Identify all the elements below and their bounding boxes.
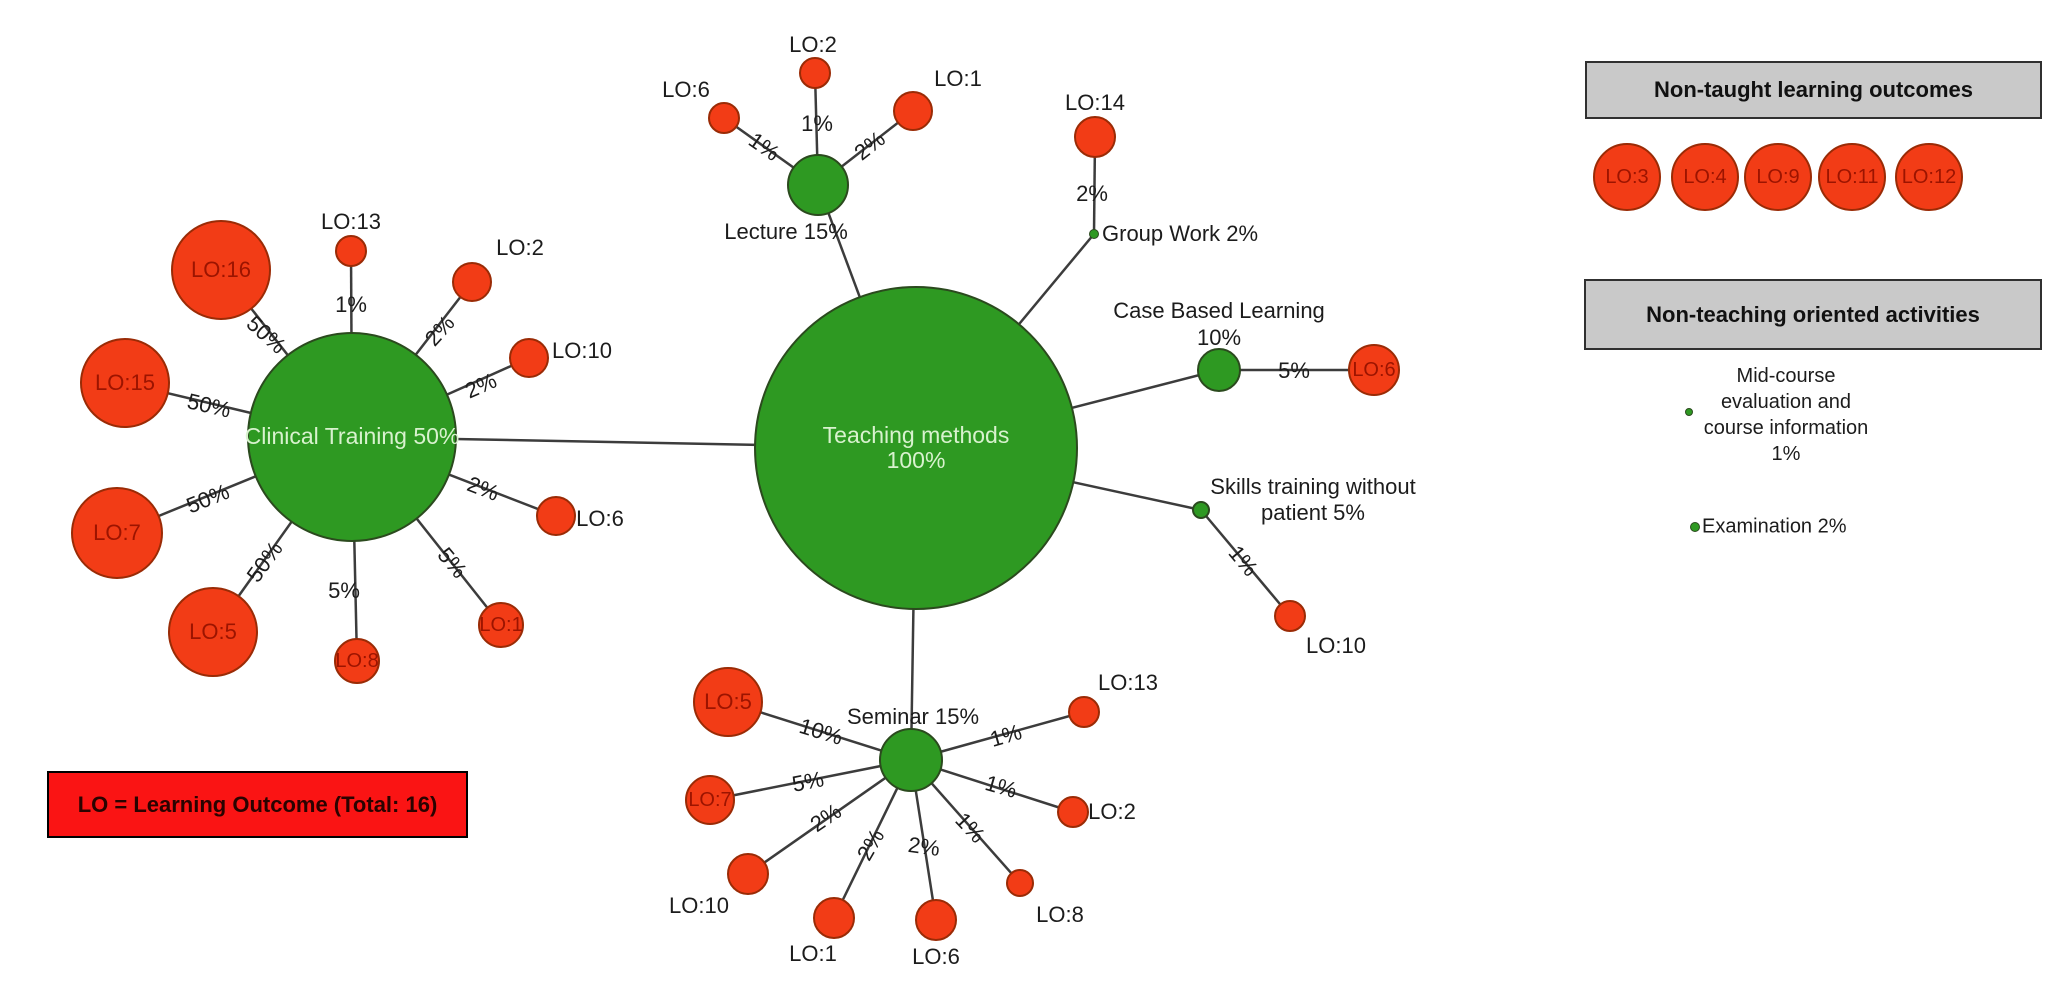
node-label: Teaching methods xyxy=(822,421,1010,448)
node-lo2-clinical xyxy=(452,262,492,302)
node-label: LO:6 xyxy=(1352,359,1396,381)
lo2-clinical-label: LO:2 xyxy=(496,235,544,260)
node-lo7-seminar: LO:7 xyxy=(685,775,735,825)
node-label: 100% xyxy=(886,447,946,473)
edge-label: 2% xyxy=(1076,181,1108,206)
node-clinical-training: Clinical Training 50% xyxy=(244,332,460,542)
lo1-lecture-label: LO:1 xyxy=(934,66,982,91)
lo6-clinical-label: LO:6 xyxy=(576,506,624,531)
seminar-label: Seminar 15% xyxy=(846,704,980,729)
node-seminar xyxy=(879,728,943,792)
node-case-based-learning xyxy=(1197,348,1241,392)
lo10-seminar-label: LO:10 xyxy=(669,893,729,918)
edge-line xyxy=(747,758,912,876)
lo13-clinical-label: LO:13 xyxy=(321,209,381,234)
node-group-work-dot xyxy=(1089,229,1099,239)
lo6-seminar-label: LO:6 xyxy=(912,944,960,969)
examination-label: Examination 2% xyxy=(1702,515,1847,538)
node-examination-dot xyxy=(1690,522,1700,532)
edge-label: 2% xyxy=(906,831,942,862)
node-label: LO:8 xyxy=(335,650,379,672)
node-midcourse-dot xyxy=(1685,408,1693,416)
node-lo2-seminar xyxy=(1057,796,1089,828)
lo-legend-box: LO = Learning Outcome (Total: 16) xyxy=(47,771,468,838)
node-lo3-nontaught: LO:3 xyxy=(1593,143,1661,211)
node-lo14-groupwork xyxy=(1074,116,1116,158)
node-label: LO:7 xyxy=(93,519,141,545)
node-lo10-skills xyxy=(1274,600,1306,632)
node-teaching-methods: Teaching methods 100% xyxy=(754,286,1078,610)
node-lo12-nontaught: LO:12 xyxy=(1895,143,1963,211)
group-work-label: Group Work 2% xyxy=(1102,221,1259,246)
lo2-seminar-label: LO:2 xyxy=(1088,799,1136,824)
node-lo1-clinical: LO:1 xyxy=(478,602,524,648)
skills-title-line2: patient 5% xyxy=(1261,500,1365,525)
node-lo13-clinical xyxy=(335,235,367,267)
node-skills-training-dot xyxy=(1192,501,1210,519)
lecture-label: Lecture 15% xyxy=(724,219,848,244)
edge-line xyxy=(709,758,912,802)
label-line: 1% xyxy=(1771,443,1801,465)
non-teaching-header-box: Non-teaching oriented activities xyxy=(1584,279,2042,350)
node-label: LO:3 xyxy=(1605,166,1649,188)
edge-label: 5% xyxy=(328,578,360,603)
node-lo6-lecture xyxy=(708,102,740,134)
node-lo9-nontaught: LO:9 xyxy=(1744,143,1812,211)
lo14-label: LO:14 xyxy=(1065,90,1125,115)
non-taught-header-box: Non-taught learning outcomes xyxy=(1585,61,2042,119)
node-lo8-clinical: LO:8 xyxy=(334,638,380,684)
case-based-title: Case Based Learning xyxy=(1113,298,1325,323)
node-lo5-seminar: LO:5 xyxy=(693,667,763,737)
label-line: Mid-course xyxy=(1736,365,1836,387)
node-label: LO:4 xyxy=(1683,166,1727,188)
skills-title-line1: Skills training without xyxy=(1210,474,1416,499)
node-label: LO:15 xyxy=(95,369,155,395)
label-line: evaluation and xyxy=(1720,391,1852,413)
node-lo13-seminar xyxy=(1068,696,1100,728)
edge-label: 1% xyxy=(801,111,833,136)
node-lo6-clinical xyxy=(536,496,576,536)
lo10-skills-label: LO:10 xyxy=(1306,633,1366,658)
node-label: LO:12 xyxy=(1901,166,1957,188)
lo1-seminar-label: LO:1 xyxy=(789,941,837,966)
node-label: LO:11 xyxy=(1825,166,1879,188)
lo2-lecture-label: LO:2 xyxy=(789,32,837,57)
node-lecture xyxy=(787,154,849,216)
node-label: LO:5 xyxy=(189,618,237,644)
node-label: LO:1 xyxy=(479,614,523,636)
node-lo1-seminar xyxy=(813,897,855,939)
node-lo10-seminar xyxy=(727,853,769,895)
node-lo10-clinical xyxy=(509,338,549,378)
node-label: Clinical Training 50% xyxy=(244,423,460,450)
node-lo4-nontaught: LO:4 xyxy=(1671,143,1739,211)
node-label: LO:9 xyxy=(1756,166,1800,188)
edge-label: 5% xyxy=(1278,358,1310,383)
node-label: LO:5 xyxy=(704,688,752,714)
node-label: LO:16 xyxy=(191,256,251,282)
node-lo1-lecture xyxy=(893,91,933,131)
lo6-lecture-label: LO:6 xyxy=(662,77,710,102)
midcourse-text: Mid-course evaluation and course informati… xyxy=(1704,363,1869,467)
node-lo7-clinical: LO:7 xyxy=(71,487,163,579)
node-lo6-seminar xyxy=(915,899,957,941)
node-lo5-clinical: LO:5 xyxy=(168,587,258,677)
lo13-seminar-label: LO:13 xyxy=(1098,670,1158,695)
edge-label: 1% xyxy=(335,292,367,317)
node-lo16-clinical: LO:16 xyxy=(171,220,271,320)
node-lo6-casebased: LO:6 xyxy=(1348,344,1400,396)
edge-line xyxy=(1200,509,1291,617)
node-lo2-lecture xyxy=(799,57,831,89)
node-label: LO:7 xyxy=(688,789,732,811)
label-line: course information xyxy=(1703,417,1869,439)
node-lo15-clinical: LO:15 xyxy=(80,338,170,428)
lo10-clinical-label: LO:10 xyxy=(552,338,612,363)
case-based-pct: 10% xyxy=(1196,325,1242,350)
lo8-seminar-label: LO:8 xyxy=(1036,902,1084,927)
node-lo11-nontaught: LO:11 xyxy=(1818,143,1886,211)
node-lo8-seminar xyxy=(1006,869,1034,897)
